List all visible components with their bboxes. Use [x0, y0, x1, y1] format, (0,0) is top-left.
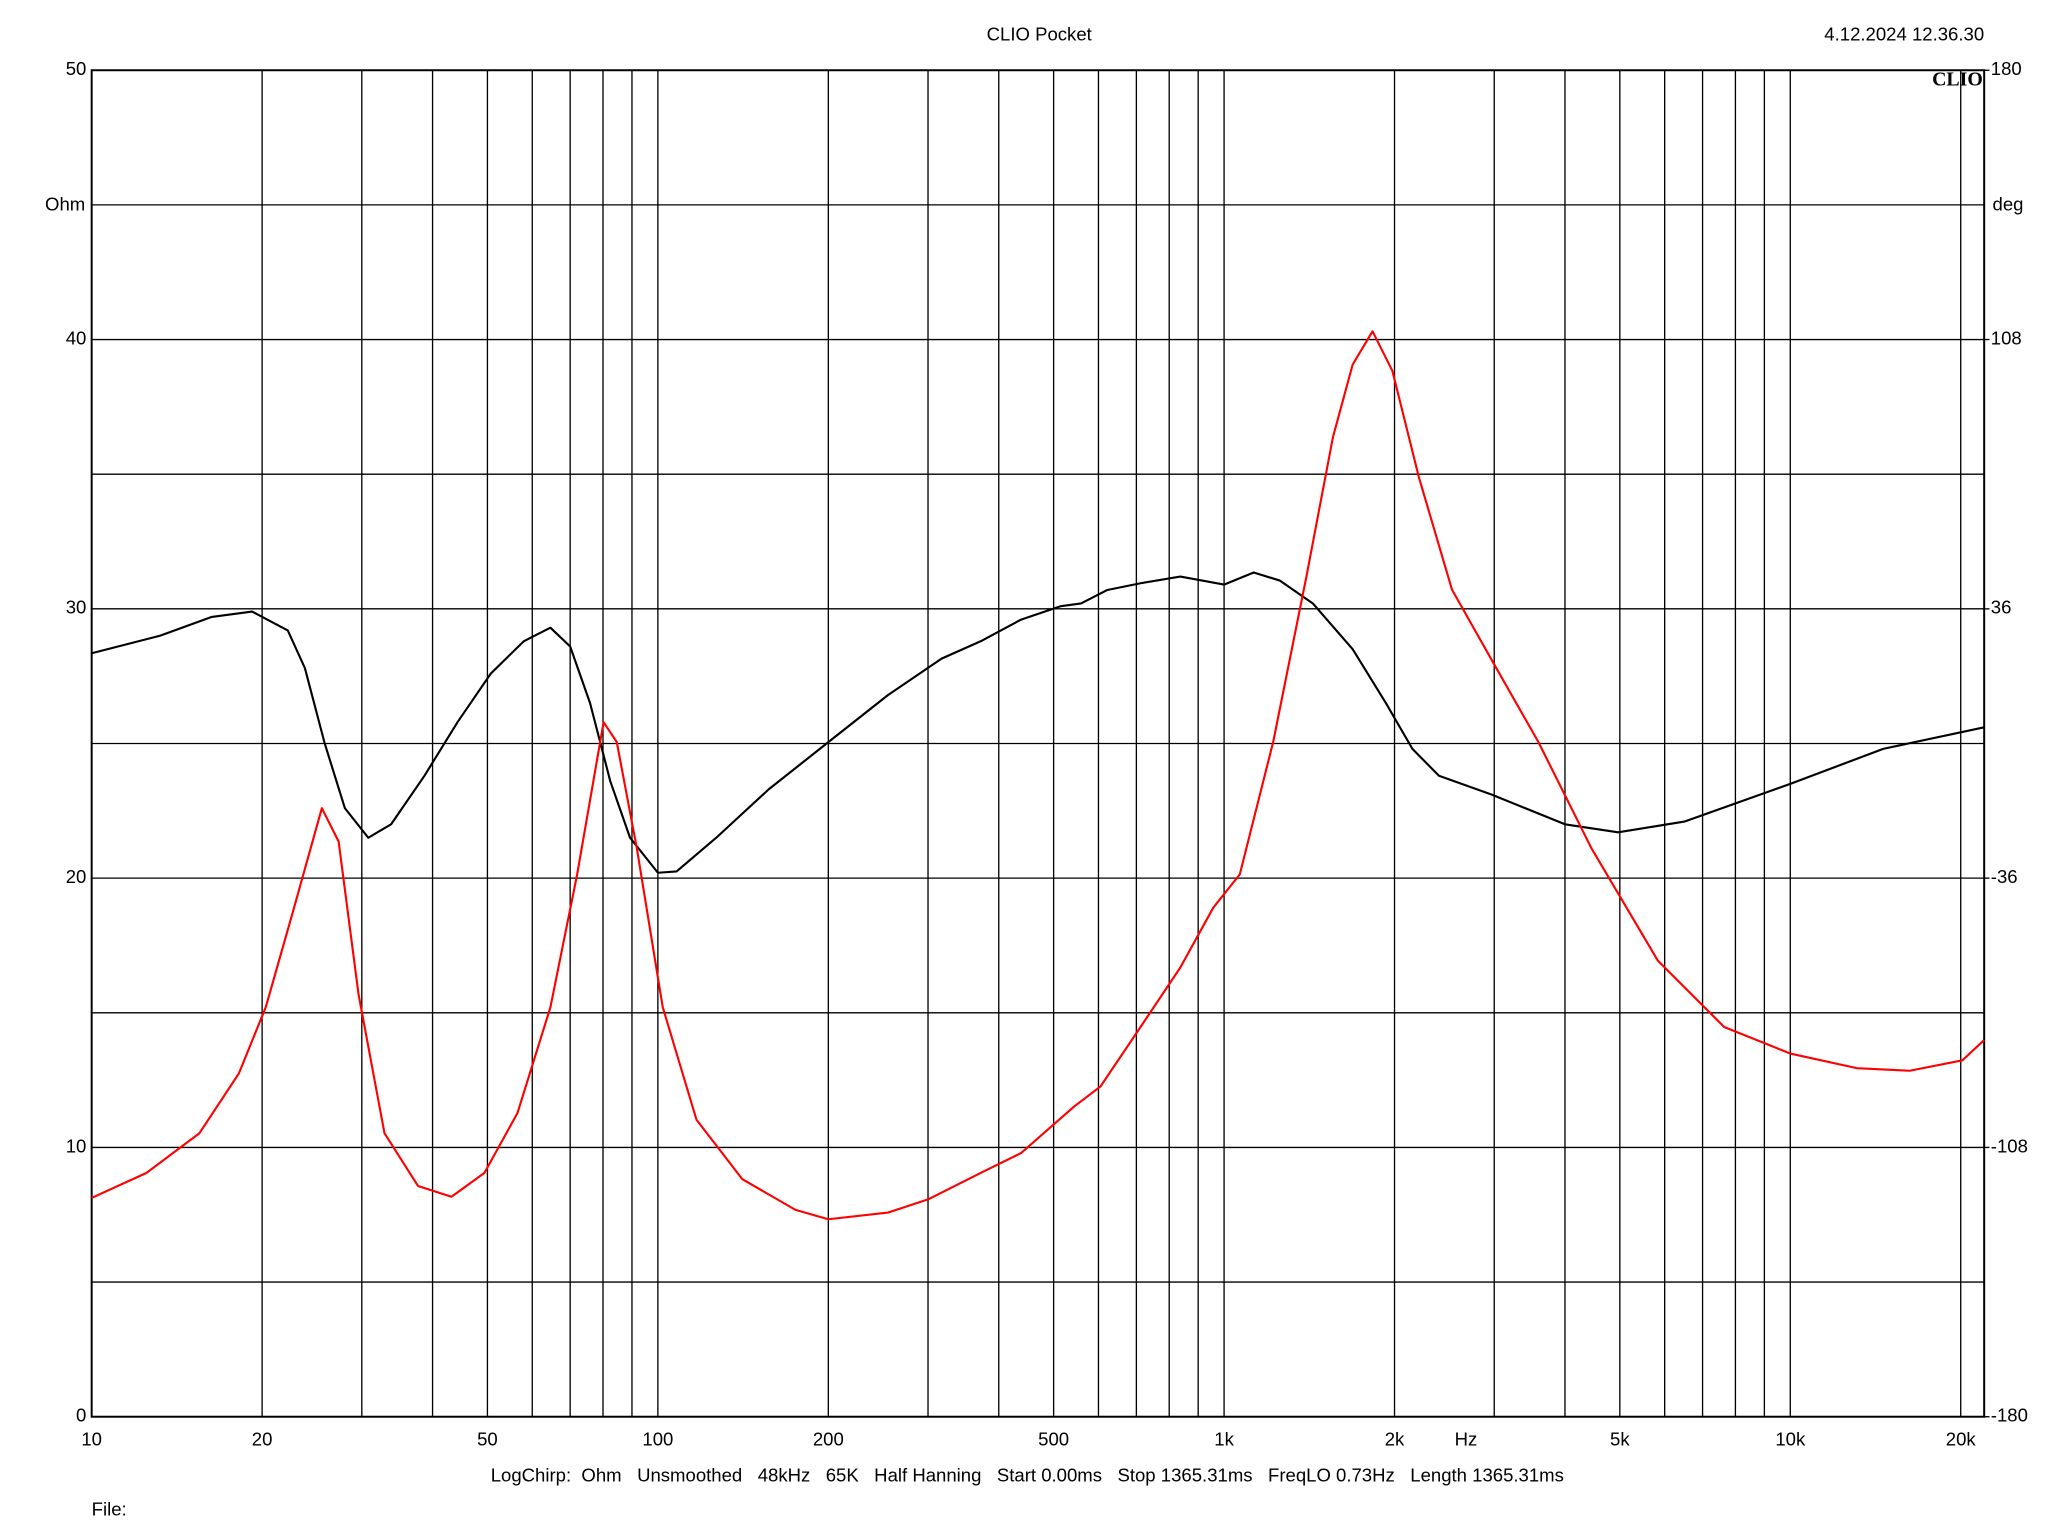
y-tick-label: 10 — [66, 1135, 87, 1156]
x-tick-label: 100 — [642, 1428, 673, 1449]
x-tick-label: 5k — [1610, 1428, 1630, 1449]
y-tick-label: 0 — [76, 1405, 86, 1426]
x-tick-label: 10 — [81, 1428, 102, 1449]
y2-tick-label: 180 — [1991, 58, 2022, 79]
x-tick-label: 20k — [1946, 1428, 1977, 1449]
series-line — [91, 571, 1985, 874]
x-tick-label: 10k — [1775, 1428, 1806, 1449]
x-tick-label: 500 — [1038, 1428, 1069, 1449]
chart-title: CLIO Pocket — [987, 24, 1093, 45]
x-tick-label: 1k — [1214, 1428, 1234, 1449]
y2-tick-label: -108 — [1991, 1135, 2028, 1156]
y2-tick-label: 108 — [1991, 327, 2022, 348]
file-label: File: — [92, 1499, 127, 1520]
series-line — [91, 330, 1985, 1221]
logo: CLIO — [1932, 68, 1983, 90]
x-tick-label: 2k — [1385, 1428, 1405, 1449]
timestamp: 4.12.2024 12.36.30 — [1824, 24, 1984, 45]
y2-tick-label: -180 — [1991, 1405, 2028, 1426]
y2-tick-label: -36 — [1991, 866, 2018, 887]
y-tick-label: 50 — [66, 58, 87, 79]
footer: LogChirp: Ohm Unsmoothed 48kHz 65K Half … — [491, 1464, 1564, 1485]
y-axis-label: Ohm — [45, 193, 85, 214]
x-tick-label: 200 — [813, 1428, 844, 1449]
x-tick-label: 20 — [252, 1428, 273, 1449]
y-tick-label: 30 — [66, 597, 87, 618]
y-tick-label: 40 — [66, 327, 87, 348]
y-tick-label: 20 — [66, 866, 87, 887]
x-axis-label: Hz — [1455, 1428, 1478, 1449]
y2-axis-label: deg — [1993, 193, 2024, 214]
x-tick-label: 50 — [477, 1428, 498, 1449]
y2-tick-label: 36 — [1991, 597, 2012, 618]
